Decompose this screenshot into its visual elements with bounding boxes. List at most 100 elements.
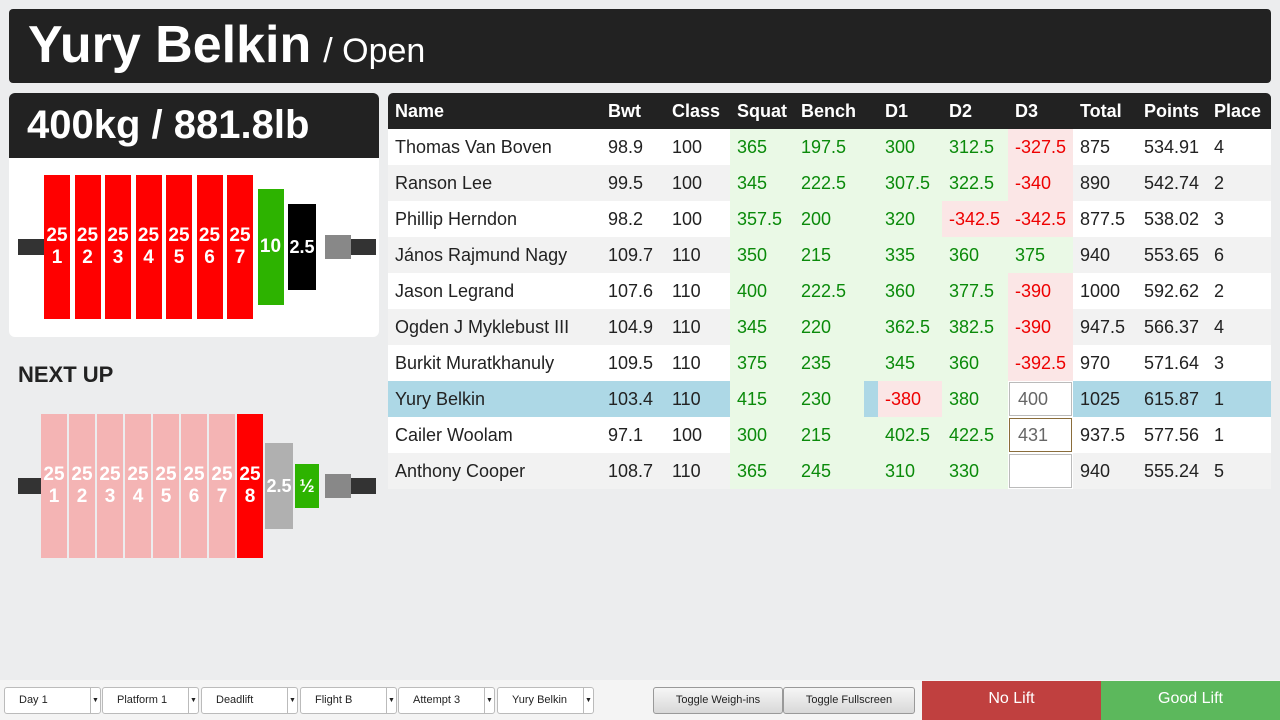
toggle-fullscreen-button[interactable]: Toggle Fullscreen [783,687,915,714]
chevron-down-icon: ▼ [287,688,297,713]
platform-select[interactable]: Platform 1 ▼ [102,687,199,714]
deadlift-attempt-1-cell: 300 [878,129,943,165]
deadlift-attempt-2-cell: -342.5 [942,201,1009,237]
bar-sleeve [325,474,351,498]
weight-class-cell: 100 [665,129,730,165]
lifter-name-cell: Ranson Lee [388,165,601,201]
total-cell: 940 [1073,453,1138,489]
table-row[interactable]: Ogden J Myklebust III 104.9 110 345 220 362.5… [388,309,1272,345]
lifter-name-cell: János Rajmund Nagy [388,237,601,273]
best-squat-cell: 350 [730,237,794,273]
plate-weight-label: 25 [168,225,190,247]
points-cell: 571.64 [1137,345,1208,381]
attempt-3-input[interactable]: 431 [1009,418,1073,452]
deadlift-attempt-2-cell: 422.5 [942,417,1009,453]
col-header-d1: D1 [878,93,943,129]
toggle-weigh-ins-button[interactable]: Toggle Weigh-ins [653,687,783,714]
chevron-down-icon: ▼ [484,688,494,713]
bar-collar-left [18,478,44,494]
bar-weight-label: 400kg / 881.8lb [9,93,379,158]
table-row[interactable]: Phillip Herndon 98.2 100 357.5 200 320 -342.5-… [388,201,1272,237]
plate-weight-label: 25 [46,225,68,247]
flight-select[interactable]: Flight B ▼ [300,687,397,714]
bar-collar-left [18,239,44,255]
best-squat-cell: 345 [730,165,794,201]
lifter-select[interactable]: Yury Belkin ▼ [497,687,594,714]
table-row[interactable]: Thomas Van Boven 98.9 100 365 197.5 300 312.5-… [388,129,1272,165]
best-bench-cell: 245 [794,453,864,489]
deadlift-attempt-2-cell: 312.5 [942,129,1009,165]
deadlift-attempt-3-cell: -392.5 [1008,345,1074,381]
table-row[interactable]: Anthony Cooper 108.7 110 365 245 310 330 940 555… [388,453,1272,489]
table-row[interactable]: Burkit Muratkhanuly 109.5 110 375 235 345 360-… [388,345,1272,381]
weight-plate: 25 2 [74,175,101,319]
plate-index-label: 5 [160,486,172,507]
no-lift-button[interactable]: No Lift [922,681,1101,720]
best-squat-cell: 357.5 [730,201,794,237]
col-header-place: Place [1207,93,1272,129]
weight-plate: 25 6 [181,414,207,558]
points-cell: 577.56 [1137,417,1208,453]
plate-index-label: 3 [104,486,116,507]
col-header-total: Total [1073,93,1138,129]
deadlift-attempt-1-cell: 362.5 [878,309,943,345]
column-spacer [864,417,879,453]
bodyweight-cell: 104.9 [601,309,665,345]
attempt-3-input[interactable] [1009,454,1073,488]
bodyweight-cell: 108.7 [601,453,665,489]
plate-weight-label: 25 [198,225,221,247]
good-lift-button[interactable]: Good Lift [1101,681,1280,720]
plate-index-label: 1 [51,247,63,268]
weight-plate: 25 4 [125,414,151,558]
table-row[interactable]: Jason Legrand 107.6 110 400 222.5 360 377.5 -39… [388,273,1272,309]
col-header-name: Name [388,93,601,129]
table-row[interactable]: Ranson Lee 99.5 100 345 222.5 307.5 322.5 -340 8… [388,165,1272,201]
best-bench-cell: 197.5 [794,129,864,165]
attempt-select[interactable]: Attempt 3 ▼ [398,687,495,714]
place-cell: 2 [1207,273,1272,309]
column-spacer [864,345,879,381]
table-row[interactable]: Cailer Woolam 97.1 100 300 215 402.5 422.5 431 9… [388,417,1272,453]
lift-select[interactable]: Deadlift ▼ [201,687,298,714]
total-cell: 947.5 [1073,309,1138,345]
plate-weight-label: 25 [229,225,251,247]
plate-index-label: 3 [112,247,124,268]
deadlift-attempt-2-cell: 322.5 [942,165,1009,201]
col-header-bwt: Bwt [601,93,665,129]
plate-weight-label: 25 [76,225,99,247]
weight-class-cell: 100 [665,201,730,237]
next-barbell-diagram: 25 1 25 2 25 3 25 4 25 5 25 6 25 7 25 8 2.5 ½ [9,400,379,570]
weight-plate: 25 8 [237,414,263,558]
plate-weight-label: 25 [211,464,233,486]
plate-index-label: 5 [173,247,185,268]
best-squat-cell: 365 [730,453,794,489]
plate-weight-label: 25 [239,464,261,486]
best-squat-cell: 345 [730,309,794,345]
place-cell: 3 [1207,201,1272,237]
total-cell: 970 [1073,345,1138,381]
deadlift-attempt-3-cell: -327.5 [1008,129,1074,165]
plate-index-label: 8 [244,486,256,507]
weight-plate: 25 1 [41,414,67,558]
deadlift-attempt-2-cell: 382.5 [942,309,1009,345]
deadlift-attempt-2-cell: 360 [942,345,1009,381]
col-header-bench: Bench [794,93,879,129]
table-row[interactable]: János Rajmund Nagy 109.7 110 350 215 335 360 37… [388,237,1272,273]
place-cell: 1 [1207,417,1272,453]
deadlift-attempt-2-cell: 360 [942,237,1009,273]
column-spacer [864,129,879,165]
bodyweight-cell: 109.5 [601,345,665,381]
place-cell: 5 [1207,453,1272,489]
col-header-points: Points [1137,93,1208,129]
points-cell: 553.65 [1137,237,1208,273]
col-header-squat: Squat [730,93,794,129]
attempt-3-input[interactable]: 400 [1009,382,1073,416]
weight-plate: ½ [295,464,319,508]
table-body: Thomas Van Boven 98.9 100 365 197.5 300 312.5-… [388,129,1272,489]
table-row[interactable]: Yury Belkin 103.4 110 415 230 -380 380 400 1025 6… [388,381,1272,417]
chevron-down-icon: ▼ [90,688,100,713]
lifters-table: Name Bwt Class Squat Bench D1 D2 D3 Tota… [388,93,1272,489]
total-cell: 1000 [1073,273,1138,309]
day-select[interactable]: Day 1 ▼ [4,687,101,714]
place-cell: 1 [1207,381,1272,417]
